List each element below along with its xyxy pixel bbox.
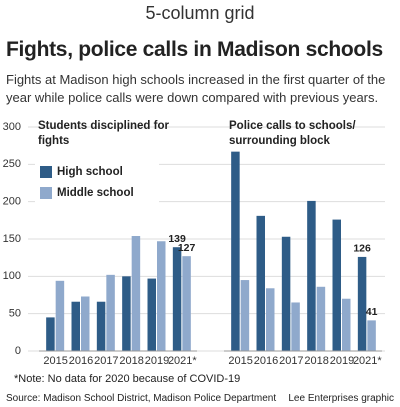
bar	[332, 219, 341, 351]
x-tick-label: 2015	[228, 355, 252, 367]
source: Source: Madison School District, Madison…	[6, 393, 277, 404]
y-tick-label: 150	[3, 233, 21, 245]
bar	[307, 200, 316, 351]
title: Fights, police calls in Madison schools	[6, 38, 383, 61]
y-tick-label: 250	[3, 158, 21, 170]
x-tick-label: 2016	[254, 355, 278, 367]
y-tick-label: 100	[3, 270, 21, 282]
bar	[122, 276, 131, 351]
x-tick-label: 2018	[304, 355, 328, 367]
bar	[131, 236, 141, 351]
bar	[291, 302, 300, 351]
bar	[182, 256, 191, 351]
bar	[46, 317, 55, 351]
x-tick-label: 2017	[94, 355, 118, 367]
legend-swatch	[40, 187, 52, 199]
bar	[96, 301, 106, 351]
bar	[266, 288, 275, 351]
x-tick-label: 2016	[69, 355, 93, 367]
legend-label: High school	[57, 166, 123, 178]
x-tick-label: 2017	[279, 355, 303, 367]
legend-label: Middle school	[57, 187, 134, 199]
x-tick-label: 2019	[330, 355, 354, 367]
bar	[367, 320, 376, 351]
bar	[357, 256, 367, 351]
y-tick-label: 300	[3, 121, 21, 133]
bar	[81, 296, 90, 351]
y-tick-label: 200	[3, 196, 21, 208]
data-label: 139	[168, 233, 186, 245]
x-tick-label: 2021*	[168, 355, 197, 367]
bar	[240, 280, 250, 351]
bar	[231, 151, 240, 351]
subtitle: Fights at Madison high schools increased…	[6, 72, 386, 105]
bar	[71, 301, 80, 351]
chart-title: Students disciplined for fights	[38, 120, 169, 147]
legend-box	[35, 160, 159, 206]
legend-swatch	[40, 166, 52, 178]
y-tick-label: 0	[15, 345, 21, 357]
data-label: 127	[178, 242, 196, 254]
data-label: 126	[353, 243, 371, 255]
bar	[172, 247, 182, 351]
y-tick-label: 50	[9, 308, 21, 320]
credit: Lee Enterprises graphic	[288, 393, 394, 404]
x-tick-label: 2021*	[353, 355, 382, 367]
chart-title: Police calls to schools/ surrounding blo…	[229, 120, 356, 147]
bar	[157, 241, 166, 351]
bar	[342, 298, 351, 351]
bar	[55, 280, 65, 351]
grid-label: 5-column grid	[145, 3, 255, 23]
x-tick-label: 2015	[43, 355, 67, 367]
bar	[256, 215, 265, 351]
bar	[316, 286, 326, 351]
note: *Note: No data for 2020 because of COVID…	[14, 373, 241, 385]
bar	[281, 236, 291, 351]
x-tick-label: 2018	[119, 355, 143, 367]
data-label: 41	[366, 306, 378, 318]
bar	[106, 274, 115, 351]
bar	[147, 278, 156, 351]
x-tick-label: 2019	[145, 355, 169, 367]
